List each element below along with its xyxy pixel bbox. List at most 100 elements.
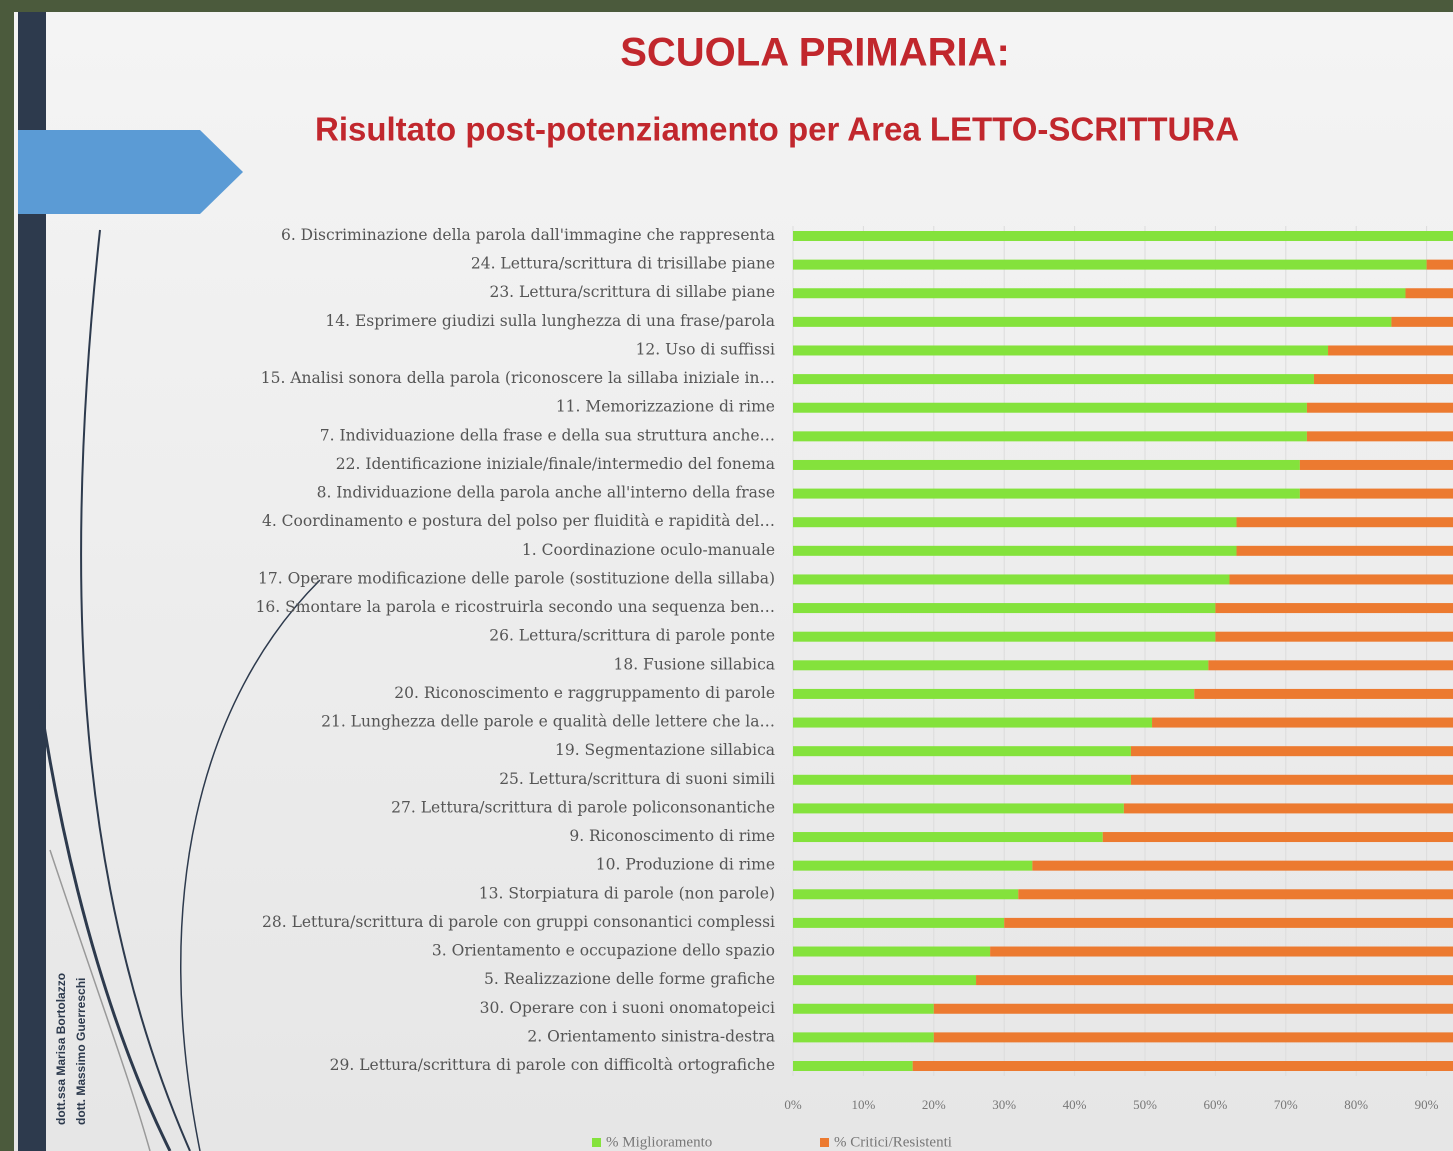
bar <box>1314 374 1453 384</box>
x-tick-label: 20% <box>922 1097 946 1112</box>
credit: dott.ssa Marisa Bortolazzo <box>54 973 68 1125</box>
bar <box>1237 517 1453 527</box>
y-tick-label: 1. Coordinazione oculo-manuale <box>522 541 775 559</box>
x-tick-label: 40% <box>1063 1097 1087 1112</box>
y-tick-label: 7. Individuazione della frase e della su… <box>320 426 775 444</box>
bar <box>1004 918 1453 928</box>
y-tick-label: 21. Lunghezza delle parole e qualità del… <box>321 713 775 731</box>
bar <box>913 1061 1453 1071</box>
bar <box>976 975 1453 985</box>
bar <box>793 288 1405 298</box>
bar <box>793 403 1307 413</box>
bar <box>793 460 1300 470</box>
bar <box>793 660 1208 670</box>
y-tick-label: 12. Uso di suffissi <box>636 340 775 358</box>
bar <box>990 947 1453 957</box>
bar <box>793 689 1194 699</box>
y-tick-label: 6. Discriminazione della parola dall'imm… <box>281 226 775 244</box>
bar <box>793 746 1131 756</box>
x-tick-label: 90% <box>1415 1097 1439 1112</box>
x-tick-label: 80% <box>1344 1097 1368 1112</box>
y-tick-label: 28. Lettura/scrittura di parole con grup… <box>262 913 775 931</box>
x-tick-label: 10% <box>851 1097 875 1112</box>
y-tick-label: 4. Coordinamento e postura del polso per… <box>262 512 775 530</box>
x-tick-label: 60% <box>1203 1097 1227 1112</box>
bar <box>793 861 1032 871</box>
bar <box>1208 660 1453 670</box>
bar <box>1328 345 1453 355</box>
bar <box>793 317 1391 327</box>
y-tick-label: 9. Riconoscimento di rime <box>569 827 775 845</box>
bar <box>793 632 1215 642</box>
bar <box>793 374 1314 384</box>
bar <box>1300 489 1453 499</box>
y-tick-label: 23. Lettura/scrittura di sillabe piane <box>489 283 775 301</box>
y-tick-label: 24. Lettura/scrittura di trisillabe pian… <box>471 255 775 273</box>
bar <box>1229 574 1453 584</box>
bar <box>793 431 1307 441</box>
legend-swatch <box>592 1138 601 1147</box>
y-tick-label: 17. Operare modificazione delle parole (… <box>258 569 775 587</box>
bar <box>793 918 1004 928</box>
arrow <box>18 130 243 214</box>
bar <box>1124 803 1453 813</box>
legend-swatch <box>820 1138 829 1147</box>
y-tick-label: 13. Storpiatura di parole (non parole) <box>479 884 775 902</box>
bar <box>793 889 1018 899</box>
bar <box>1152 718 1453 728</box>
bar <box>1237 546 1453 556</box>
bar <box>793 832 1103 842</box>
y-tick-label: 16. Smontare la parola e ricostruirla se… <box>256 598 775 616</box>
bar <box>793 975 976 985</box>
bar <box>1131 746 1453 756</box>
bar <box>1018 889 1453 899</box>
bar <box>1307 431 1453 441</box>
bar <box>793 1004 934 1014</box>
bar <box>793 1032 934 1042</box>
bar <box>793 260 1427 270</box>
y-tick-label: 22. Identificazione iniziale/finale/inte… <box>336 455 775 473</box>
bar <box>793 947 990 957</box>
x-tick-label: 0% <box>784 1097 802 1112</box>
y-tick-label: 8. Individuazione della parola anche all… <box>317 484 775 502</box>
bar <box>793 231 1453 241</box>
bar <box>793 718 1152 728</box>
y-tick-label: 26. Lettura/scrittura di parole ponte <box>489 627 775 645</box>
bar <box>793 546 1237 556</box>
bar <box>793 775 1131 785</box>
bar <box>793 1061 913 1071</box>
y-tick-label: 25. Lettura/scrittura di suoni simili <box>499 770 775 788</box>
bar <box>793 574 1229 584</box>
bar <box>793 345 1328 355</box>
legend-label: % Miglioramento <box>606 1134 712 1150</box>
y-tick-label: 15. Analisi sonora della parola (riconos… <box>261 369 775 387</box>
bar <box>1391 317 1453 327</box>
y-tick-label: 18. Fusione sillabica <box>613 655 775 673</box>
bar <box>934 1032 1453 1042</box>
bar <box>1215 632 1453 642</box>
bar <box>793 603 1215 613</box>
bar <box>793 517 1237 527</box>
y-tick-label: 5. Realizzazione delle forme grafiche <box>484 970 775 988</box>
bar <box>1194 689 1453 699</box>
y-tick-label: 2. Orientamento sinistra-destra <box>527 1027 775 1045</box>
y-tick-label: 27. Lettura/scrittura di parole policons… <box>391 798 775 816</box>
bar <box>1405 288 1453 298</box>
chart: SCUOLA PRIMARIA: Risultato post-potenzia… <box>0 0 1453 1151</box>
y-tick-label: 30. Operare con i suoni onomatopeici <box>480 999 775 1017</box>
credit: dott. Massimo Guerreschi <box>74 978 88 1125</box>
bar <box>1131 775 1453 785</box>
bar <box>793 803 1124 813</box>
bar <box>1032 861 1453 871</box>
bar <box>1427 260 1453 270</box>
bar <box>1215 603 1453 613</box>
legend-label: % Critici/Resistenti <box>834 1134 952 1150</box>
y-tick-label: 19. Segmentazione sillabica <box>555 741 775 759</box>
bar <box>1307 403 1453 413</box>
x-tick-label: 70% <box>1274 1097 1298 1112</box>
bar <box>793 489 1300 499</box>
bar <box>1103 832 1453 842</box>
y-tick-label: 10. Produzione di rime <box>596 856 775 874</box>
y-tick-label: 14. Esprimere giudizi sulla lunghezza di… <box>325 312 775 330</box>
bar <box>1300 460 1453 470</box>
